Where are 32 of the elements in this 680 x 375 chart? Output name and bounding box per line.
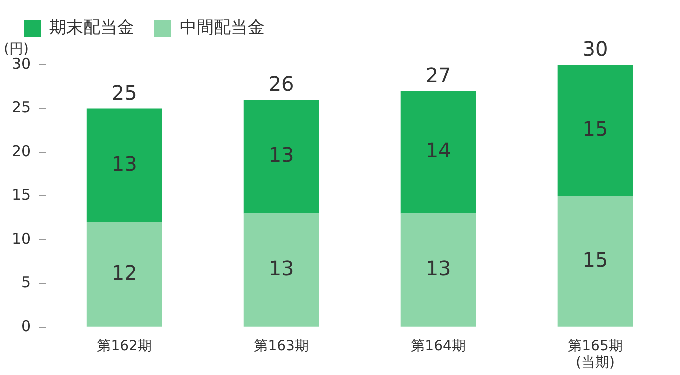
- y-tick-label: 15: [12, 186, 32, 204]
- x-tick-label: 第162期: [97, 338, 152, 354]
- total-label: 30: [582, 37, 608, 62]
- bar: [558, 65, 634, 196]
- legend-label: 中間配当金: [180, 18, 265, 38]
- y-tick-label: 25: [12, 98, 32, 117]
- x-tick-label: 第163期: [254, 338, 309, 354]
- data-label: 15: [582, 248, 608, 272]
- total-label: 26: [268, 72, 294, 96]
- bar: [400, 91, 476, 214]
- bar: [558, 196, 634, 327]
- data-label: 13: [268, 256, 294, 280]
- bar: [244, 100, 320, 214]
- y-tick-label: 5: [22, 274, 32, 292]
- legend-label: 期末配当金: [50, 18, 134, 38]
- data-label: 12: [112, 260, 138, 285]
- x-tick-label: 第164期: [411, 338, 466, 354]
- data-label: 13: [112, 152, 138, 176]
- bar: [86, 222, 162, 327]
- y-tick-label: 0: [22, 317, 32, 336]
- data-label: 14: [426, 138, 452, 163]
- total-label: 27: [426, 63, 452, 88]
- y-tick-label: 20: [12, 142, 32, 160]
- total-label: 25: [112, 80, 138, 105]
- data-label: 13: [426, 256, 452, 280]
- bar: [86, 108, 162, 222]
- x-tick-label: 第165期 (当期): [568, 338, 623, 372]
- data-label: 13: [268, 143, 294, 168]
- bar: [400, 214, 476, 327]
- data-label: 15: [582, 116, 608, 141]
- bar: [244, 214, 320, 327]
- y-tick-label: 10: [12, 230, 32, 248]
